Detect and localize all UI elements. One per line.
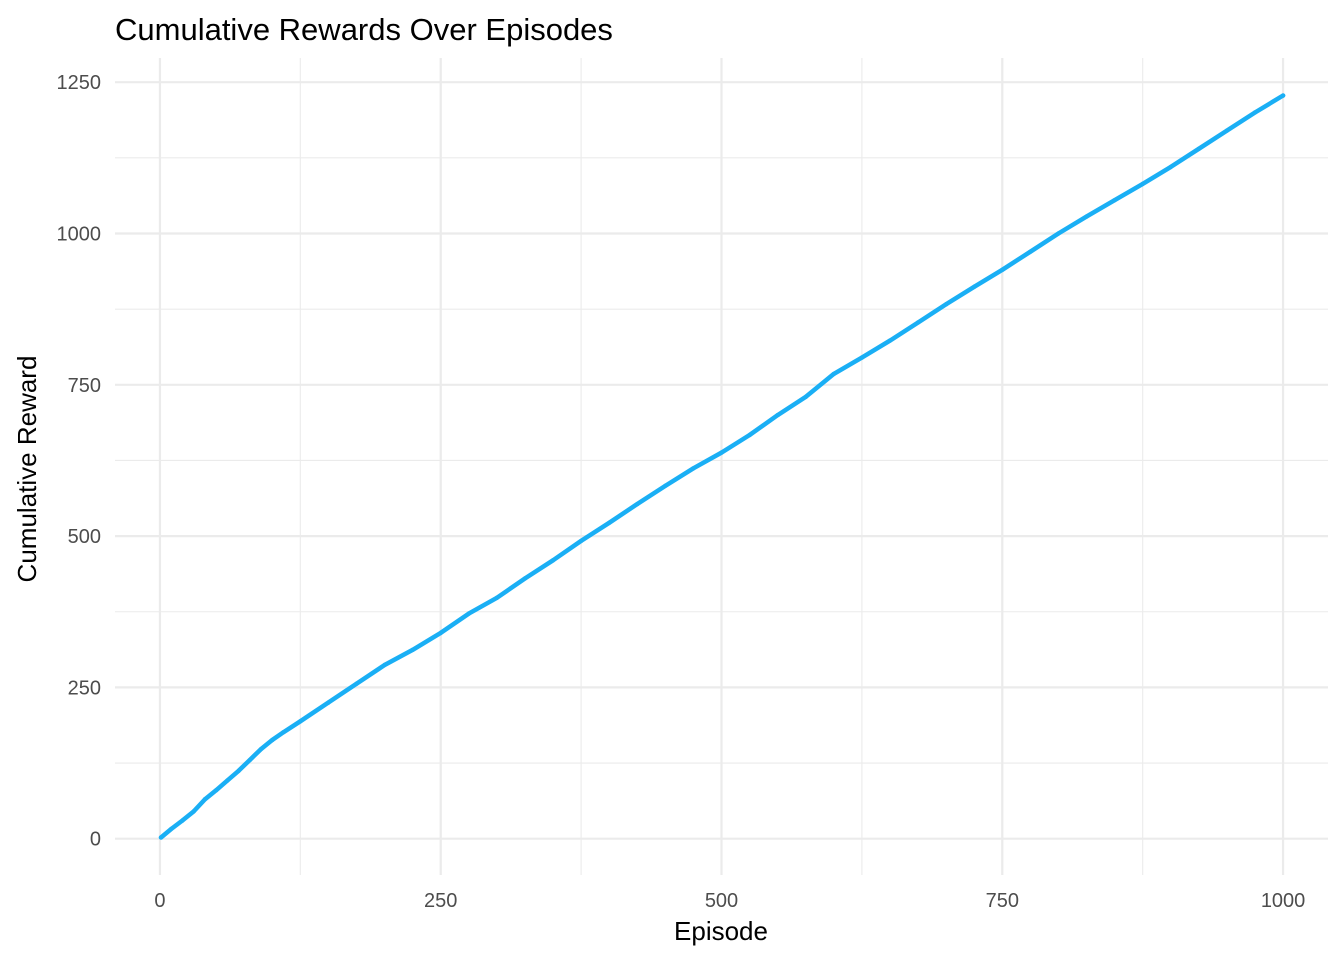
cumulative-reward-line — [158, 93, 1286, 840]
data-point — [354, 681, 359, 686]
data-point — [1084, 214, 1089, 219]
data-point — [1168, 164, 1173, 170]
y-tick-label: 1000 — [57, 224, 102, 246]
chart-title: Cumulative Rewards Over Episodes — [115, 12, 613, 47]
data-point — [258, 746, 264, 752]
data-point — [775, 412, 780, 418]
data-point — [522, 576, 528, 581]
data-point — [438, 630, 443, 636]
data-point — [225, 778, 230, 783]
data-point — [972, 284, 977, 289]
data-point — [494, 595, 500, 601]
data-point — [635, 501, 640, 507]
y-tick-label: 750 — [68, 375, 101, 397]
y-tick-label: 0 — [90, 829, 101, 851]
data-point — [180, 818, 185, 823]
data-point — [803, 394, 808, 400]
data-point — [191, 809, 196, 814]
data-point — [859, 355, 865, 360]
data-point — [158, 835, 164, 840]
x-axis-ticks: 0 250 500 750 1000 — [154, 890, 1305, 912]
data-point — [1000, 267, 1005, 273]
data-point — [1224, 128, 1230, 133]
y-tick-label: 1250 — [57, 72, 102, 94]
data-point — [663, 483, 668, 489]
data-point — [550, 558, 556, 563]
data-point — [691, 466, 696, 471]
grid-major-lines — [115, 58, 1328, 875]
data-point — [202, 797, 208, 802]
data-point — [298, 719, 303, 724]
data-points — [158, 93, 1286, 840]
data-point — [410, 647, 415, 653]
data-point — [236, 768, 241, 774]
data-point — [1056, 231, 1061, 236]
x-tick-label: 750 — [986, 890, 1019, 912]
data-point — [1112, 198, 1117, 203]
data-point — [578, 538, 584, 544]
data-point — [466, 611, 471, 616]
data-point — [887, 338, 893, 343]
data-point — [1028, 249, 1033, 254]
data-point — [281, 729, 286, 735]
data-point — [831, 371, 837, 377]
y-axis-title: Cumulative Reward — [12, 356, 42, 583]
y-axis-ticks: 0 250 500 750 1000 1250 — [57, 72, 102, 850]
data-point — [1280, 93, 1286, 98]
data-point — [1140, 181, 1145, 187]
data-point — [606, 520, 612, 525]
x-axis-title: Episode — [674, 916, 768, 946]
data-point — [943, 302, 949, 307]
data-point — [382, 662, 387, 668]
x-tick-label: 0 — [154, 890, 165, 912]
data-point — [1196, 146, 1202, 151]
x-tick-label: 1000 — [1261, 890, 1306, 912]
data-point — [747, 432, 752, 438]
data-point — [213, 788, 219, 793]
y-tick-label: 500 — [68, 526, 101, 548]
y-tick-label: 250 — [68, 677, 101, 699]
data-point — [247, 757, 252, 763]
data-point — [1252, 110, 1258, 115]
data-point — [270, 737, 275, 743]
x-tick-label: 500 — [705, 890, 738, 912]
data-point — [719, 450, 724, 455]
data-point — [915, 320, 921, 325]
x-tick-label: 250 — [424, 890, 457, 912]
data-point — [326, 700, 331, 705]
data-point — [168, 826, 174, 832]
